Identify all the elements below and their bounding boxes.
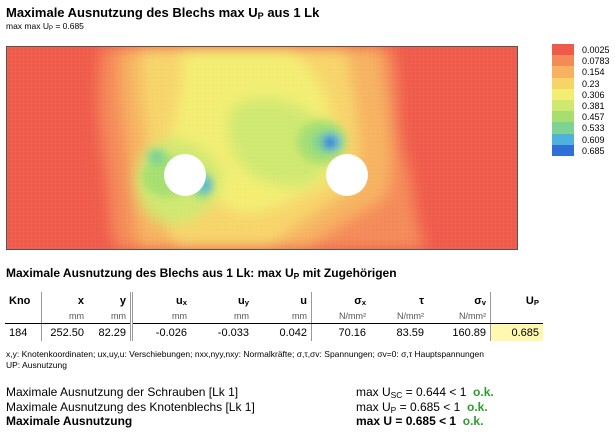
cell-tau: 83.59: [396, 326, 424, 339]
table-unit-row: mm mm mm mm mm N/mm² N/mm² N/mm²: [5, 309, 543, 324]
summary-block: Maximale Ausnutzung der Schrauben [Lk 1]…: [6, 385, 494, 429]
legend-label: 0.685: [582, 145, 605, 156]
col-up-header: UP: [490, 292, 543, 309]
unit-cell: [490, 309, 543, 324]
legend-label: 0.609: [582, 134, 605, 145]
unit-cell: N/mm²: [311, 309, 370, 324]
legend-swatch: [552, 144, 574, 156]
legend-label: 0.381: [582, 101, 605, 111]
table-row[interactable]: 184 252.50 82.29 -0.026 -0.033 0.042 70.…: [5, 323, 543, 341]
unit-cell: N/mm²: [428, 309, 491, 324]
section-title: Maximale Ausnutzung des Blechs aus 1 Lk:…: [6, 266, 397, 282]
unit-cell: mm: [130, 309, 191, 324]
bolt-hole-right: [326, 154, 368, 196]
legend-label: 0.457: [582, 112, 605, 123]
legend-label: 0.23: [582, 78, 600, 89]
cell-ux: -0.026: [130, 323, 191, 341]
notes-line-2: UP: Ausnutzung: [6, 360, 67, 370]
col-u-header: u: [300, 294, 307, 307]
unit-cell: mm: [88, 309, 132, 324]
unit-cell: [5, 309, 42, 324]
cell-sx: 70.16: [311, 323, 370, 341]
summary-label: Maximale Ausnutzung der Schrauben [Lk 1]: [6, 385, 239, 399]
legend-swatch: [552, 100, 574, 112]
legend-swatch: [552, 88, 574, 100]
page-subtitle: max max UP = 0.685: [6, 21, 84, 33]
legend-label: 0.154: [582, 67, 605, 78]
legend-swatch: [552, 133, 574, 145]
table-notes: x,y: Knotenkoordinaten; ux,uy,u: Verschi…: [6, 349, 484, 371]
ok-badge: o.k.: [462, 414, 484, 428]
cell-x: 252.50: [41, 323, 88, 341]
summary-label: Maximale Ausnutzung: [6, 414, 133, 428]
notes-line-1: x,y: Knotenkoordinaten; ux,uy,u: Verschi…: [6, 349, 484, 359]
summary-label: Maximale Ausnutzung des Knotenblechs [Lk…: [6, 399, 255, 414]
summary-expression: max USC = 0.644 < 1 o.k.: [356, 385, 494, 401]
ok-badge: o.k.: [467, 399, 488, 414]
legend-label: 0.0783: [582, 56, 610, 67]
color-legend: 0.0025 0.0783 0.154 0.23 0.306 0.381 0.457 0.53…: [552, 44, 615, 159]
summary-expression: max UP = 0.685 < 1 o.k.: [356, 399, 488, 415]
utilization-contour-plot[interactable]: [6, 46, 518, 250]
col-y-header: y: [119, 294, 126, 307]
legend-label: 0.306: [582, 89, 605, 100]
results-table: Kno x y ux uy u σx τ σv UP mm mm mm mm m…: [5, 292, 543, 341]
legend-swatch: [552, 122, 574, 134]
cell-y: 82.29: [98, 326, 126, 339]
legend-label: 0.0025: [582, 45, 610, 55]
cell-kno: 184: [9, 326, 28, 339]
col-kno-header: Kno: [9, 294, 31, 307]
cell-u: 0.042: [279, 326, 307, 339]
bolt-hole-left: [164, 154, 206, 196]
col-ux-header: ux: [130, 292, 191, 309]
col-x-header: x: [41, 292, 88, 309]
summary-expression: max U = 0.685 < 1 o.k.: [356, 414, 484, 428]
page-title: Maximale Ausnutzung des Blechs max UP au…: [6, 5, 320, 22]
legend-swatch: [552, 44, 574, 56]
col-sx-header: σx: [311, 292, 370, 309]
ok-badge: o.k.: [473, 385, 494, 399]
unit-cell: mm: [41, 309, 88, 324]
col-uy-header: uy: [237, 294, 249, 308]
cell-sv: 160.89: [452, 326, 486, 339]
unit-cell: mm: [253, 309, 312, 324]
table-header-row: Kno x y ux uy u σx τ σv UP: [5, 292, 543, 309]
col-sv-header: σv: [474, 294, 486, 308]
unit-cell: mm: [191, 309, 253, 324]
legend-swatch: [552, 111, 574, 123]
legend-label: 0.533: [582, 123, 605, 134]
summary-row-max: Maximale Ausnutzung max U = 0.685 < 1 o.…: [6, 414, 483, 429]
legend-swatch: [552, 55, 574, 67]
legend-swatch: [552, 66, 574, 78]
summary-row-bolts: Maximale Ausnutzung der Schrauben [Lk 1]…: [6, 385, 494, 400]
cell-up: 0.685: [490, 323, 543, 341]
unit-cell: N/mm²: [370, 309, 428, 324]
contour-svg: [7, 47, 517, 249]
cell-uy: -0.033: [217, 326, 249, 339]
legend-swatch: [552, 77, 574, 89]
summary-row-plate: Maximale Ausnutzung des Knotenblechs [Lk…: [6, 399, 488, 415]
col-tau-header: τ: [419, 294, 424, 307]
